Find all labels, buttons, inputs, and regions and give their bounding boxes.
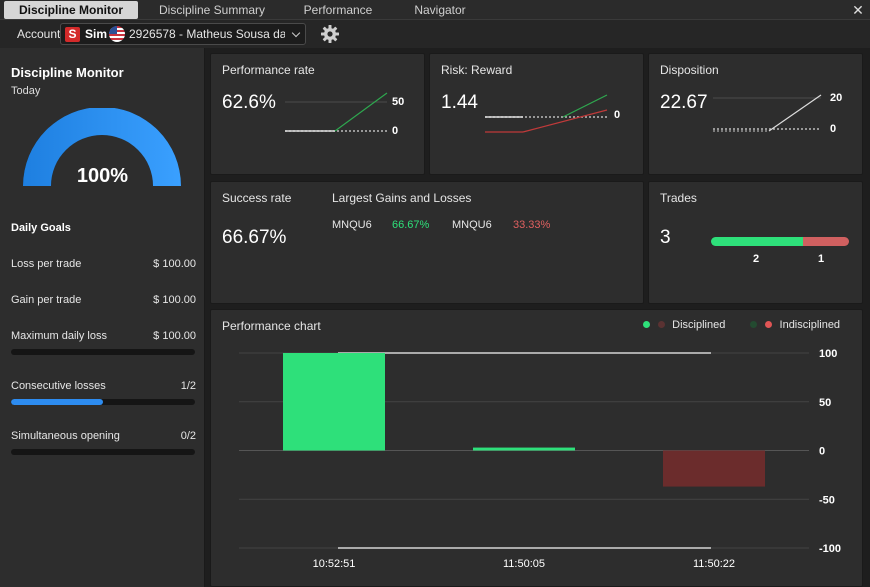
wins-segment — [711, 237, 803, 246]
gain-value: 66.67% — [392, 219, 430, 231]
chart-bar — [663, 450, 765, 487]
goal-consecutive-losses: Consecutive losses 1/2 — [11, 380, 196, 392]
legend-dot-indisciplined-win — [750, 321, 758, 328]
gauge-value: 100% — [76, 165, 129, 187]
account-value: 2926578 - Matheus Sousa da ... — [129, 27, 285, 41]
tab-bar: Discipline Monitor Discipline Summary Pe… — [0, 0, 870, 20]
goal-value: $ 100.00 — [153, 258, 196, 270]
risk-reward-sparkline — [485, 94, 608, 133]
goal-simultaneous-opening: Simultaneous opening 0/2 — [11, 430, 196, 442]
success-rate-value: 66.67% — [222, 227, 287, 248]
loss-value: 33.33% — [513, 219, 551, 231]
y-tick-label: 0 — [819, 446, 825, 458]
performance-rate-value: 62.6% — [222, 92, 276, 113]
card-title: Risk: Reward — [441, 63, 513, 77]
tab-performance[interactable]: Performance — [303, 3, 373, 17]
chart-title: Performance chart — [222, 319, 321, 333]
performance-rate-card: Performance rate 62.6% 50 0 — [210, 53, 425, 175]
legend-label: Indisciplined — [779, 319, 841, 331]
losses-count: 1 — [818, 253, 825, 265]
axis-zero-label: 0 — [830, 123, 837, 135]
risk-reward-value: 1.44 — [441, 92, 478, 113]
legend-dot-disciplined — [643, 321, 650, 328]
goal-label: Gain per trade — [11, 294, 82, 306]
trades-card: Trades 3 2 1 — [648, 181, 863, 304]
gear-icon[interactable] — [320, 24, 340, 44]
legend-dot-disciplined-loss — [658, 321, 666, 328]
axis-zero-label: 0 — [392, 125, 399, 137]
chart-bar — [283, 353, 385, 451]
reward-line — [562, 94, 608, 118]
goal-value: $ 100.00 — [153, 294, 196, 306]
success-rate-card: Success rate 66.67% Largest Gains and Lo… — [210, 181, 644, 304]
card-title: Success rate — [222, 191, 292, 205]
goal-label: Simultaneous opening — [11, 430, 120, 442]
max-daily-loss-progress — [11, 349, 195, 355]
goal-label: Consecutive losses — [11, 380, 106, 392]
goal-value: 1/2 — [180, 380, 196, 392]
disposition-card: Disposition 22.67 20 0 — [648, 53, 863, 175]
x-tick-label: 11:50:22 — [693, 558, 735, 570]
card-title: Trades — [660, 191, 697, 205]
wins-count: 2 — [753, 253, 760, 265]
legend-dot-indisciplined — [765, 321, 773, 328]
loss-symbol: MNQU6 — [452, 219, 492, 231]
simultaneous-opening-progress — [11, 449, 195, 455]
progress-fill — [11, 399, 103, 405]
goal-value: 0/2 — [180, 430, 196, 442]
legend-label: Disciplined — [672, 319, 726, 331]
risk-reward-card: Risk: Reward 1.44 0 — [429, 53, 644, 175]
goal-loss-per-trade: Loss per trade $ 100.00 — [11, 258, 196, 270]
account-select[interactable]: S Sim 2926578 - Matheus Sousa da ... — [60, 23, 306, 45]
goal-label: Maximum daily loss — [11, 330, 107, 342]
consecutive-losses-progress — [11, 399, 195, 405]
gain-symbol: MNQU6 — [332, 219, 372, 231]
account-mode: Sim — [85, 27, 108, 41]
us-flag-icon — [109, 26, 125, 42]
card-title: Performance rate — [222, 63, 315, 77]
axis-zero-label: 0 — [614, 109, 621, 121]
account-label: Account — [17, 27, 61, 41]
y-tick-label: 100 — [819, 348, 837, 360]
daily-goals-title: Daily Goals — [11, 222, 71, 234]
performance-bar-chart: 100 50 0 -50 -100 10:52:51 11:50:05 11:50:22 — [239, 348, 841, 570]
close-icon[interactable]: ✕ — [852, 2, 864, 18]
goal-gain-per-trade: Gain per trade $ 100.00 — [11, 294, 196, 306]
axis-top-label: 50 — [392, 96, 405, 108]
losses-segment — [803, 237, 849, 246]
gains-losses-title: Largest Gains and Losses — [332, 191, 472, 205]
gauge-fill — [23, 108, 181, 186]
y-tick-label: -50 — [819, 494, 835, 506]
disposition-sparkline — [713, 94, 822, 132]
x-tick-label: 10:52:51 — [313, 558, 356, 570]
y-tick-label: 50 — [819, 397, 831, 409]
disposition-value: 22.67 — [660, 92, 708, 113]
goal-value: $ 100.00 — [153, 330, 196, 342]
chevron-down-icon[interactable] — [291, 28, 301, 38]
performance-chart-card: Performance chart Disciplined Indiscipli… — [210, 309, 863, 587]
sim-badge-icon: S — [65, 27, 80, 42]
goal-label: Loss per trade — [11, 258, 82, 270]
performance-rate-sparkline — [285, 92, 388, 132]
chart-legend: Disciplined Indisciplined — [643, 319, 840, 331]
goal-max-daily-loss: Maximum daily loss $ 100.00 — [11, 330, 196, 342]
sidebar-period: Today — [11, 85, 41, 97]
account-bar: Account S Sim 2926578 - Matheus Sousa da… — [0, 20, 870, 48]
axis-top-label: 20 — [830, 92, 843, 104]
chart-bar — [473, 447, 575, 451]
trades-total: 3 — [660, 227, 671, 248]
card-title: Disposition — [660, 63, 719, 77]
sidebar-title: Discipline Monitor — [11, 65, 124, 80]
tab-discipline-monitor[interactable]: Discipline Monitor — [4, 1, 138, 19]
x-tick-label: 11:50:05 — [503, 558, 545, 570]
sidebar: Discipline Monitor Today 100% Daily Goal… — [0, 48, 205, 587]
tab-discipline-summary[interactable]: Discipline Summary — [158, 3, 266, 17]
y-tick-label: -100 — [819, 543, 841, 555]
trend-line — [334, 92, 388, 132]
trades-win-loss-bar — [711, 237, 849, 246]
trend-line — [768, 94, 822, 132]
discipline-gauge — [23, 108, 181, 186]
risk-line-rise — [522, 109, 608, 133]
tab-navigator[interactable]: Navigator — [414, 3, 466, 17]
